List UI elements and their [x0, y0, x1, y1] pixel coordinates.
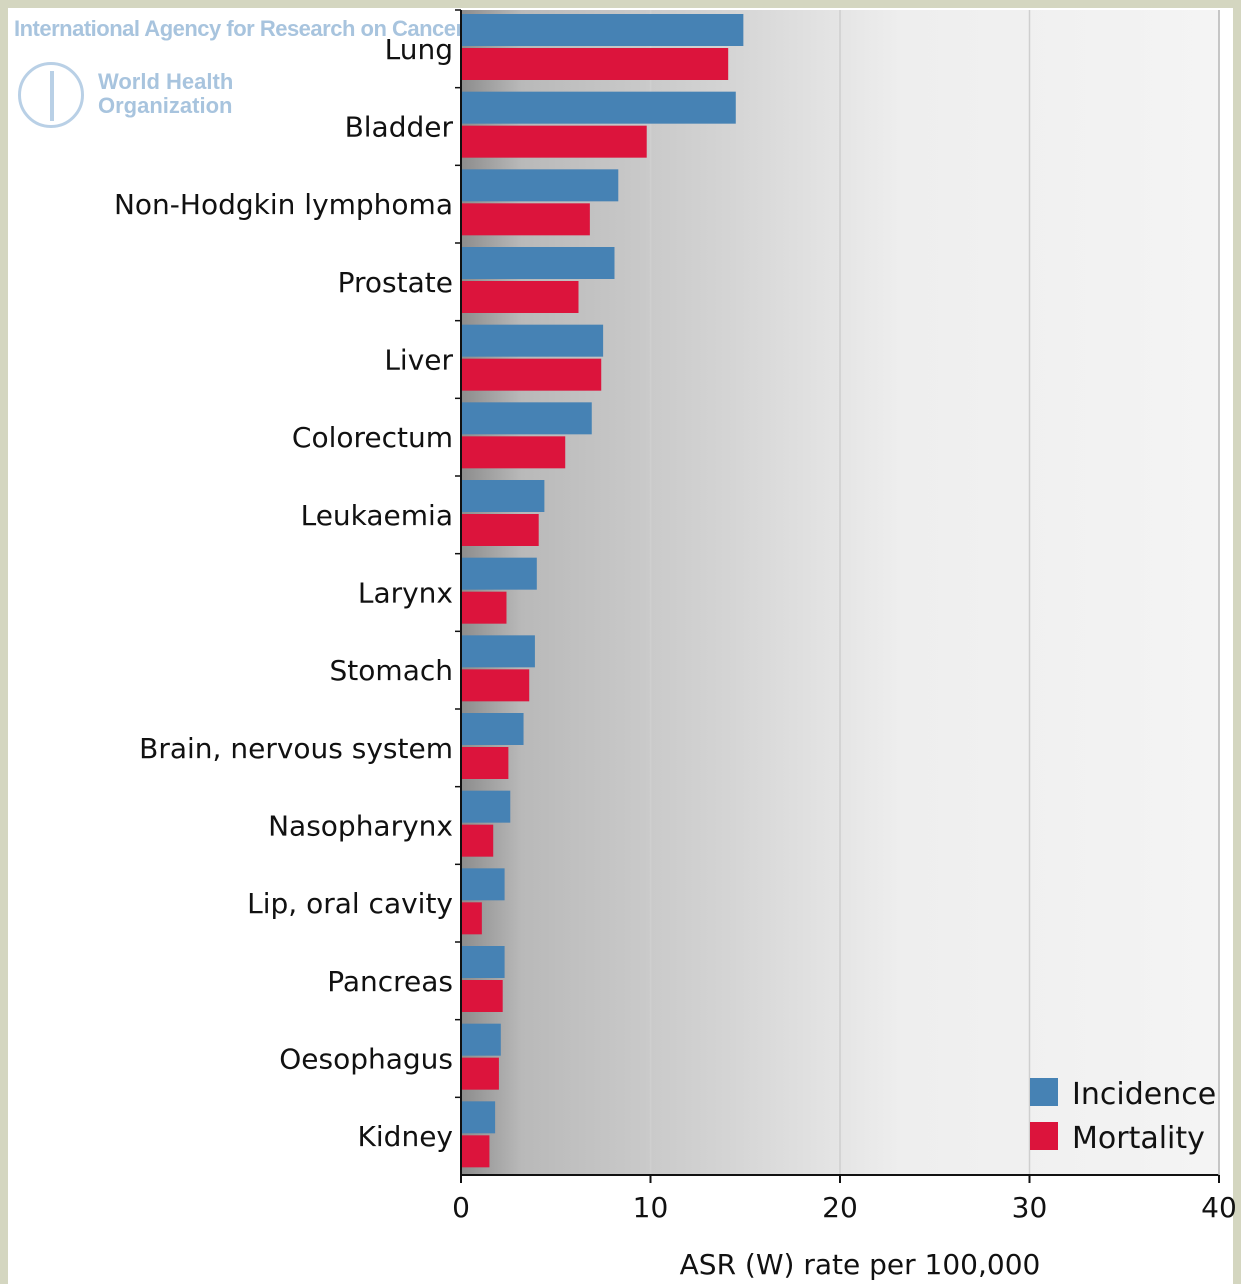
category-label: Lip, oral cavity	[247, 887, 453, 920]
legend-label: Incidence	[1072, 1077, 1216, 1112]
category-label: Stomach	[330, 654, 453, 687]
x-tick-label: 30	[1012, 1191, 1048, 1224]
category-label: Oesophagus	[279, 1043, 453, 1076]
bar-mortality	[461, 902, 482, 935]
bar-mortality	[461, 980, 503, 1012]
who-emblem-icon	[18, 62, 84, 128]
x-tick-label: 10	[633, 1191, 669, 1224]
category-label: Pancreas	[327, 965, 453, 998]
bar-incidence	[461, 247, 615, 279]
bar-incidence	[461, 14, 744, 46]
bar-mortality	[461, 203, 590, 236]
bars	[461, 14, 744, 1168]
x-axis-label: ASR (W) rate per 100,000	[680, 1248, 1041, 1281]
bar-mortality	[461, 669, 530, 702]
legend-swatch	[1030, 1122, 1058, 1150]
bar-incidence	[461, 946, 505, 978]
bar-incidence	[461, 1101, 496, 1134]
bar-incidence	[461, 790, 511, 823]
category-label: Nasopharynx	[268, 810, 453, 843]
bar-mortality	[461, 436, 566, 469]
bar-mortality	[461, 125, 647, 158]
bar-incidence	[461, 713, 524, 745]
bar-mortality	[461, 1135, 490, 1168]
bar-incidence	[461, 324, 604, 357]
category-label: Prostate	[338, 266, 453, 299]
category-label: Leukaemia	[301, 499, 453, 532]
bar-mortality	[461, 747, 509, 779]
bar-mortality	[461, 824, 494, 857]
x-tick-label: 20	[822, 1191, 858, 1224]
bar-mortality	[461, 514, 539, 546]
bar-incidence	[461, 635, 535, 668]
bar-mortality	[461, 358, 602, 391]
category-label: Lung	[385, 33, 453, 66]
bar-incidence	[461, 91, 736, 124]
category-label: Liver	[384, 344, 453, 377]
x-tick-label: 40	[1201, 1191, 1237, 1224]
bar-incidence	[461, 557, 537, 590]
category-labels: Lung Bladder Non-Hodgkin lymphoma Prostate L…	[114, 9, 461, 1153]
category-label: Brain, nervous system	[139, 732, 453, 765]
x-tick-labels: 0 10 20 30 40	[452, 1175, 1237, 1224]
legend-label: Mortality	[1072, 1121, 1205, 1156]
bar-incidence	[461, 169, 619, 202]
category-label: Larynx	[358, 577, 453, 610]
category-label: Colorectum	[292, 421, 453, 454]
bar-incidence	[461, 868, 505, 901]
bar-mortality	[461, 48, 729, 80]
x-tick-label: 0	[452, 1191, 470, 1224]
category-label: Non-Hodgkin lymphoma	[114, 188, 453, 221]
category-label: Bladder	[345, 111, 454, 144]
watermark: International Agency for Research on Can…	[14, 16, 464, 128]
bar-mortality	[461, 1057, 499, 1090]
legend: Incidence Mortality	[1030, 1077, 1216, 1156]
bar-incidence	[461, 402, 592, 435]
who-name: World Health Organization	[98, 69, 234, 118]
bar-mortality	[461, 281, 579, 313]
agency-watermark: International Agency for Research on Can…	[14, 16, 464, 41]
bar-mortality	[461, 591, 507, 624]
bar-incidence	[461, 1023, 501, 1056]
legend-swatch	[1030, 1078, 1058, 1106]
category-label: Kidney	[358, 1120, 453, 1153]
bar-incidence	[461, 480, 545, 512]
